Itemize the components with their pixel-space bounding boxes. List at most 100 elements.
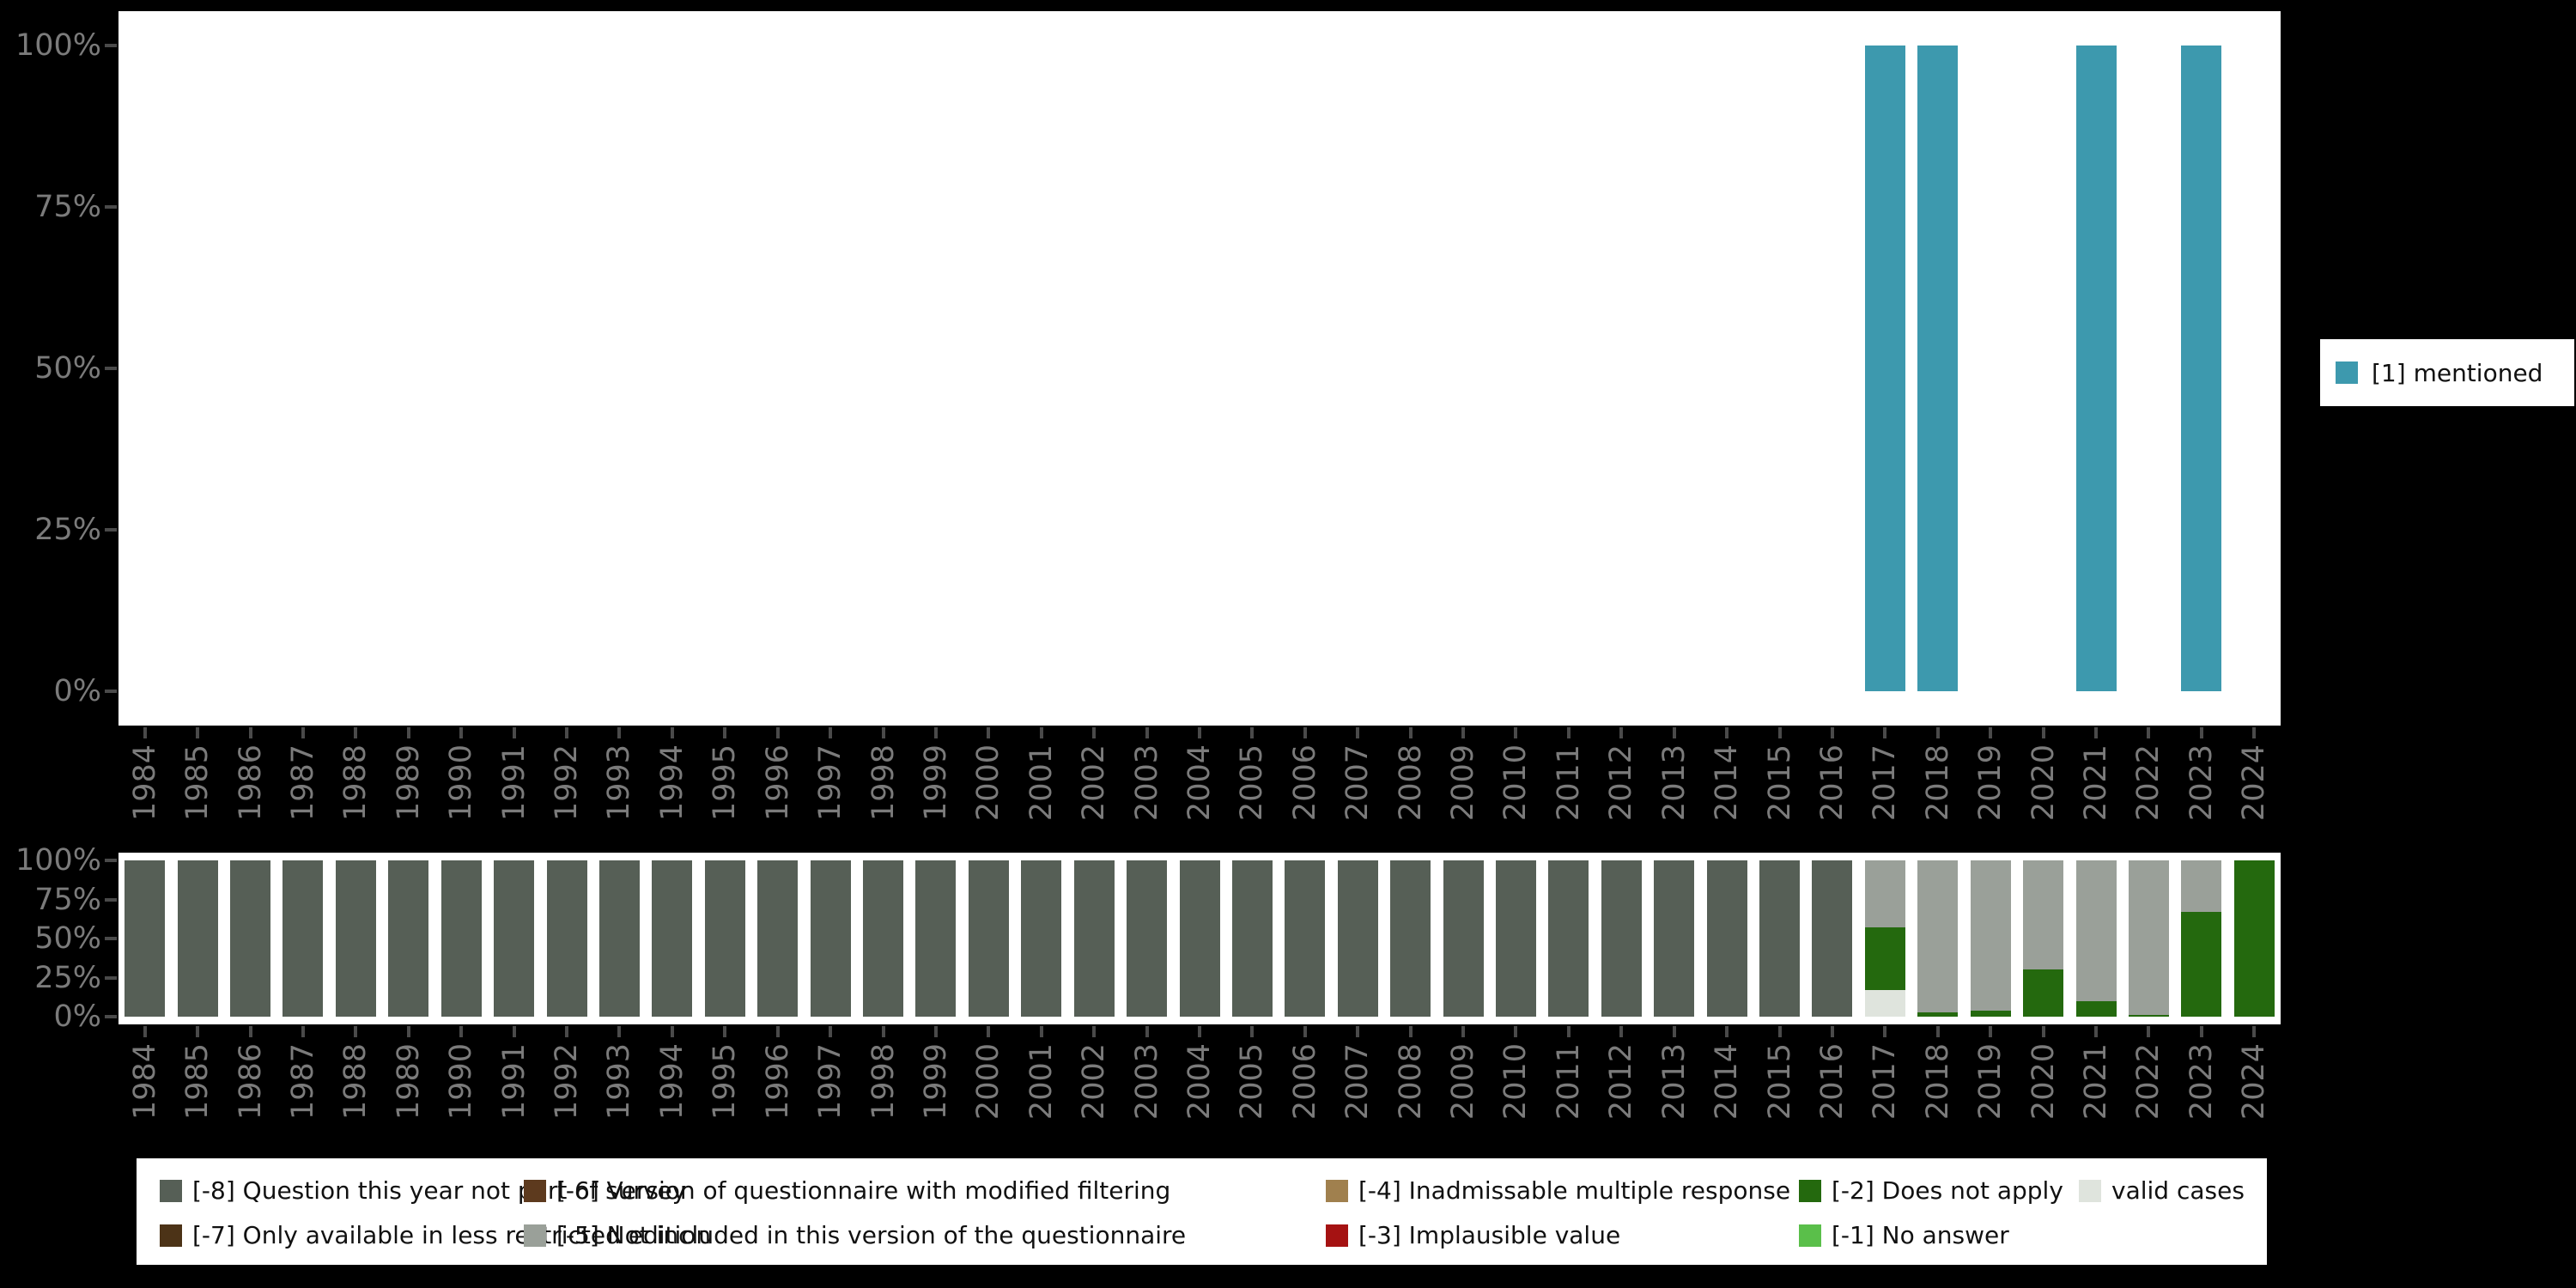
x-tick-label: 2013: [1656, 744, 1692, 822]
legend-label--5: [-5] Not included in this version of the…: [556, 1221, 1187, 1249]
x-tick-label: 2004: [1182, 1043, 1217, 1121]
missing-bar-2022--5: [2128, 860, 2169, 1016]
x-tick-label: 2006: [1287, 744, 1322, 822]
missing-bar-1996--8: [757, 860, 799, 1017]
x-tick-mark: [196, 727, 200, 738]
x-tick-mark: [881, 727, 885, 738]
x-tick-label: 2014: [1710, 744, 1745, 822]
x-tick-label: 1989: [391, 1043, 426, 1121]
missing-bar-2021--5: [2075, 860, 2117, 1001]
x-tick-mark: [1039, 727, 1043, 738]
x-tick-mark: [1619, 727, 1624, 738]
missing-bar-2019--2: [1970, 1010, 2011, 1017]
x-tick-mark: [565, 727, 569, 738]
x-tick-mark: [2041, 727, 2045, 738]
x-tick-label: 2018: [1920, 1043, 1955, 1121]
x-tick-mark: [1830, 1026, 1834, 1037]
x-tick-mark: [1989, 1026, 1993, 1037]
x-tick-mark: [775, 727, 780, 738]
x-tick-label: 2024: [2237, 1043, 2272, 1121]
x-tick-mark: [565, 1026, 569, 1037]
missing-bar-1985--8: [177, 860, 218, 1017]
x-tick-mark: [1408, 1026, 1413, 1037]
x-tick-label: 1995: [708, 744, 743, 822]
x-tick-label: 1995: [708, 1043, 743, 1121]
x-tick-mark: [1092, 727, 1097, 738]
x-tick-mark: [1356, 1026, 1360, 1037]
x-tick-label: 2019: [1973, 744, 2008, 822]
x-tick-label: 1991: [496, 744, 532, 822]
legend-swatch--8: [160, 1180, 182, 1202]
x-tick-mark: [1725, 1026, 1729, 1037]
y-tick-mark: [105, 44, 117, 47]
legend-label--1: [-1] No answer: [1832, 1221, 2009, 1249]
x-tick-label: 1985: [180, 744, 216, 822]
legend-label--7: [-7] Only available in less restricted e…: [192, 1221, 712, 1249]
x-tick-label: 2002: [1077, 744, 1112, 822]
missing-bar-2017--2: [1864, 927, 1905, 991]
y-tick-mark: [105, 1015, 117, 1018]
x-tick-label: 1988: [338, 1043, 374, 1121]
x-tick-mark: [1830, 727, 1834, 738]
x-tick-label: 2016: [1814, 1043, 1850, 1121]
x-tick-mark: [2199, 727, 2203, 738]
y-tick-label: 100%: [15, 28, 101, 63]
x-tick-mark: [1619, 1026, 1624, 1037]
missing-bar-2020--2: [2023, 969, 2064, 1017]
missing-bar-2019--5: [1970, 860, 2011, 1011]
y-tick-label: 75%: [34, 882, 101, 917]
missing-bar-1986--8: [230, 860, 271, 1017]
x-tick-label: 2018: [1920, 744, 1955, 822]
x-tick-label: 2009: [1446, 744, 1481, 822]
x-tick-mark: [2199, 1026, 2203, 1037]
x-tick-label: 1984: [127, 744, 162, 822]
x-tick-mark: [512, 727, 516, 738]
missing-bar-2018--2: [1917, 1012, 1959, 1017]
x-tick-label: 2011: [1551, 1043, 1586, 1121]
missing-bar-2011--8: [1548, 860, 1589, 1017]
x-tick-mark: [459, 727, 464, 738]
x-tick-mark: [248, 727, 252, 738]
x-tick-label: 1985: [180, 1043, 216, 1121]
x-tick-mark: [1725, 727, 1729, 738]
missing-bar-1987--8: [283, 860, 324, 1017]
missing-bar-2000--8: [968, 860, 1009, 1017]
x-tick-mark: [2094, 1026, 2099, 1037]
x-tick-mark: [1092, 1026, 1097, 1037]
x-tick-label: 2012: [1604, 1043, 1639, 1121]
missing-bar-2001--8: [1021, 860, 1062, 1017]
x-tick-label: 1993: [602, 744, 637, 822]
x-tick-label: 2020: [2026, 1043, 2061, 1121]
missing-bar-2007--8: [1337, 860, 1378, 1017]
x-tick-label: 1998: [866, 1043, 901, 1121]
missing-bar-2005--8: [1231, 860, 1273, 1017]
x-tick-label: 1997: [813, 1043, 848, 1121]
x-tick-label: 2014: [1710, 1043, 1745, 1121]
x-tick-label: 2010: [1498, 1043, 1534, 1121]
x-tick-label: 2003: [1129, 1043, 1164, 1121]
x-tick-mark: [301, 1026, 305, 1037]
x-tick-mark: [2252, 1026, 2257, 1037]
missing-bar-2008--8: [1390, 860, 1431, 1017]
x-tick-label: 2000: [971, 744, 1006, 822]
missing-bar-2015--8: [1759, 860, 1801, 1017]
x-tick-label: 2019: [1973, 1043, 2008, 1121]
x-tick-label: 2020: [2026, 744, 2061, 822]
x-tick-mark: [617, 727, 622, 738]
legend-missing-values: [-8] Question this year not part of surv…: [137, 1158, 2267, 1265]
missing-bar-2013--8: [1654, 860, 1695, 1017]
mentioned-swatch: [2336, 361, 2358, 384]
x-tick-label: 1992: [550, 1043, 585, 1121]
x-tick-label: 1989: [391, 744, 426, 822]
x-tick-mark: [775, 1026, 780, 1037]
x-tick-mark: [829, 1026, 833, 1037]
x-tick-label: 2010: [1498, 744, 1534, 822]
x-tick-label: 1993: [602, 1043, 637, 1121]
x-tick-label: 1990: [444, 744, 479, 822]
legend-label--8: [-8] Question this year not part of surv…: [192, 1176, 687, 1205]
missing-bar-2018--5: [1917, 860, 1959, 1012]
y-tick-mark: [105, 937, 117, 940]
x-tick-mark: [1356, 727, 1360, 738]
missing-bar-1992--8: [546, 860, 587, 1017]
x-tick-label: 2011: [1551, 744, 1586, 822]
